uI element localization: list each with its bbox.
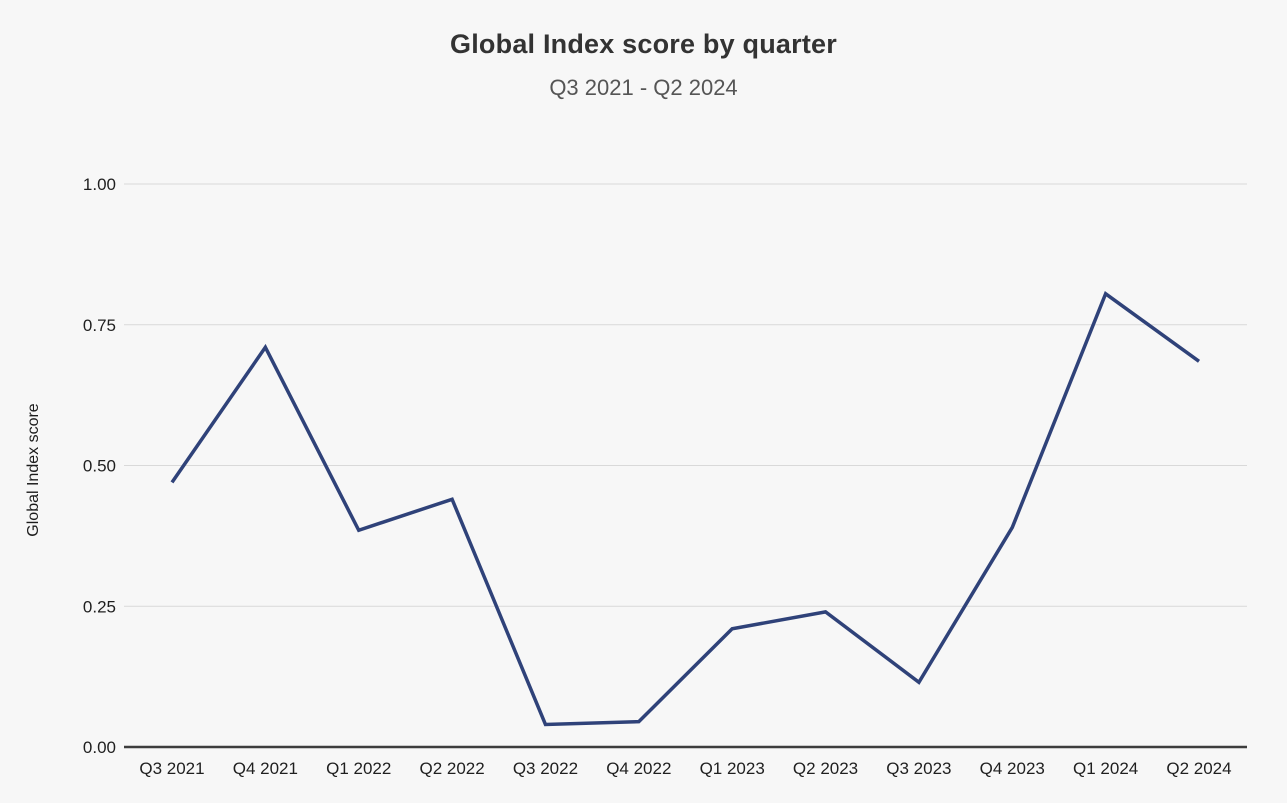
gridlines [124, 183, 1247, 607]
y-tick-label: 1.00 [83, 175, 116, 194]
x-tick-label: Q1 2022 [326, 759, 391, 778]
x-tick-label: Q2 2022 [419, 759, 484, 778]
y-axis-tick-labels: 0.00 0.25 0.50 0.75 1.00 [83, 175, 116, 757]
y-axis-title: Global Index score [25, 403, 42, 537]
y-tick-label: 0.00 [83, 738, 116, 757]
y-tick-label: 0.50 [83, 457, 116, 476]
y-tick-label: 0.75 [83, 316, 116, 335]
x-tick-label: Q4 2021 [233, 759, 298, 778]
x-tick-label: Q3 2022 [513, 759, 578, 778]
x-tick-label: Q2 2024 [1166, 759, 1231, 778]
y-tick-label: 0.25 [83, 597, 116, 616]
x-tick-label: Q4 2023 [980, 759, 1045, 778]
x-tick-label: Q4 2022 [606, 759, 671, 778]
x-tick-label: Q3 2023 [886, 759, 951, 778]
x-tick-label: Q3 2021 [139, 759, 204, 778]
chart-subtitle: Q3 2021 - Q2 2024 [549, 75, 738, 100]
x-tick-label: Q1 2024 [1073, 759, 1138, 778]
x-tick-label: Q1 2023 [700, 759, 765, 778]
chart-title: Global Index score by quarter [450, 29, 837, 59]
trend-line [170, 291, 1201, 727]
x-axis-tick-labels: Q3 2021 Q4 2021 Q1 2022 Q2 2022 Q3 2022 Q4 20… [139, 759, 1231, 778]
x-tick-label: Q2 2023 [793, 759, 858, 778]
